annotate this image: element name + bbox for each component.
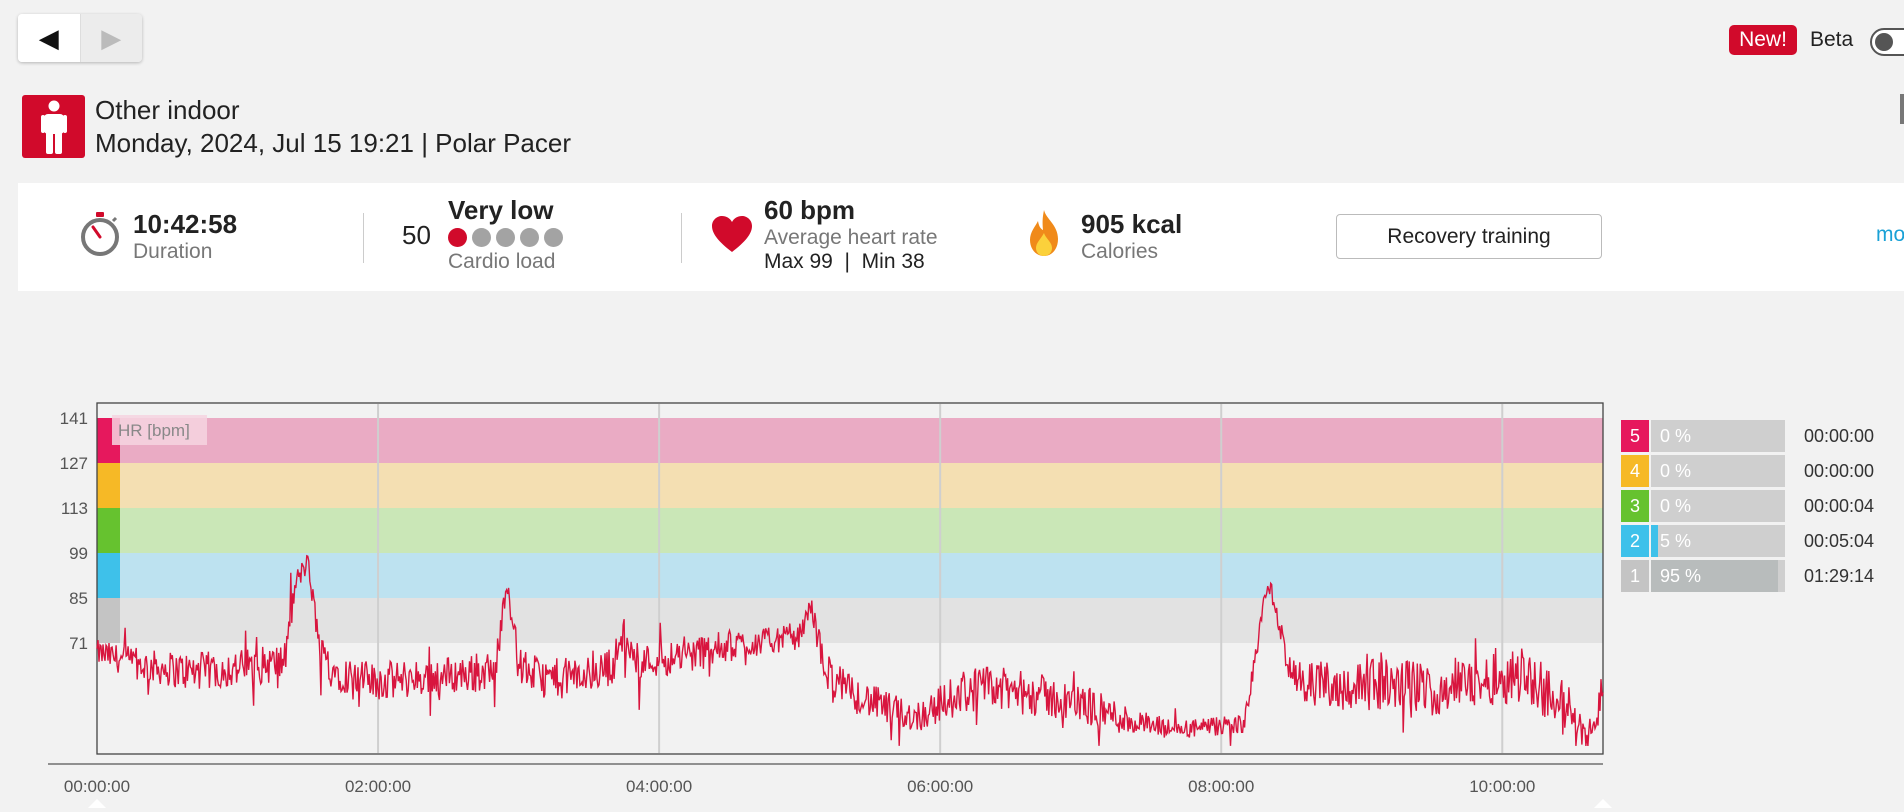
y-tick-label: 85 [69, 589, 88, 608]
heart-icon [712, 216, 752, 252]
summary-divider [363, 213, 364, 263]
beta-label: Beta [1810, 28, 1854, 51]
session-meta: Monday, 2024, Jul 15 19:21 | Polar Pacer [95, 128, 572, 158]
avg-hr-value: 60 bpm [764, 195, 856, 225]
series-label-bg [112, 415, 207, 445]
zone-2-strip [97, 553, 120, 598]
series-label: HR [bpm] [118, 421, 190, 440]
x-tick-label: 04:00:00 [626, 777, 692, 796]
side-panel-edge [1900, 94, 1904, 124]
stopwatch-icon [81, 212, 119, 256]
zone-fill [1651, 560, 1779, 592]
plot-frame [96, 402, 1604, 755]
zone-number: 5 [1621, 420, 1649, 452]
zone-time: 00:00:00 [1804, 426, 1875, 446]
beta-toggle[interactable] [1870, 28, 1904, 56]
y-tick-label: 113 [61, 499, 88, 518]
x-tick-label: 00:00:00 [64, 777, 130, 796]
duration-label: Duration [133, 240, 213, 263]
summary-bar: 10:42:58 Duration 50 Very low Cardio loa… [18, 183, 1904, 291]
more-link[interactable]: mo [1876, 223, 1904, 246]
zone-bar: 0 % [1651, 490, 1785, 522]
calories-value: 905 kcal [1081, 209, 1183, 239]
zone-4-strip [97, 463, 120, 508]
calories-label: Calories [1081, 240, 1159, 263]
zone-number: 1 [1621, 560, 1649, 592]
range-handle-right[interactable] [1594, 799, 1612, 808]
history-nav: ◀ ▶ [18, 14, 142, 62]
load-dot [472, 228, 491, 247]
zone-time: 00:00:04 [1804, 496, 1875, 516]
zone-fill [1651, 525, 1658, 557]
zone-percent: 0 % [1660, 496, 1692, 516]
training-benefit-button[interactable]: Recovery training [1336, 214, 1602, 259]
zone-3-strip [97, 508, 120, 553]
x-tick-label: 10:00:00 [1469, 777, 1535, 796]
cardio-load-label: Cardio load [448, 250, 556, 273]
hr-max-min: Max 99 | Min 38 [764, 250, 925, 273]
zone-percent: 95 % [1660, 566, 1702, 586]
cardio-load-level: Very low [448, 195, 554, 225]
zone-3-band [97, 508, 1603, 553]
person-standing-icon [40, 100, 67, 154]
new-badge: New! [1729, 25, 1797, 55]
forward-arrow-icon: ▶ [101, 22, 122, 53]
zone-bar: 5 % [1651, 525, 1785, 557]
zone-percent: 0 % [1660, 461, 1692, 481]
zone-1-strip [97, 598, 120, 643]
load-dot [544, 228, 563, 247]
zone-time: 00:05:04 [1804, 531, 1875, 551]
zone-number: 4 [1621, 455, 1649, 487]
y-tick-label: 71 [69, 634, 88, 653]
zone-time: 01:29:14 [1804, 566, 1875, 586]
y-tick-label: 127 [60, 454, 88, 473]
zone-bar: 95 % [1651, 560, 1785, 592]
sport-name: Other indoor [95, 95, 240, 125]
range-handle-left[interactable] [88, 799, 106, 808]
x-tick-label: 06:00:00 [907, 777, 973, 796]
zone-number: 3 [1621, 490, 1649, 522]
y-tick-label: 141 [60, 409, 88, 428]
cardio-load-dots [448, 228, 563, 247]
load-dot [520, 228, 539, 247]
forward-button[interactable]: ▶ [79, 14, 142, 62]
sport-tile [22, 95, 85, 158]
zone-percent: 0 % [1660, 426, 1692, 446]
zone-4-band [97, 463, 1603, 508]
zone-2-band [97, 553, 1603, 598]
beta-toggle-knob [1875, 33, 1893, 51]
x-tick-label: 02:00:00 [345, 777, 411, 796]
x-tick-label: 08:00:00 [1188, 777, 1254, 796]
duration-value: 10:42:58 [133, 209, 238, 239]
avg-hr-label: Average heart rate [764, 226, 938, 249]
zone-5-band [97, 418, 1603, 463]
back-arrow-icon: ◀ [38, 22, 59, 53]
zone-number: 2 [1621, 525, 1649, 557]
back-button[interactable]: ◀ [18, 14, 80, 62]
zone-time: 00:00:00 [1804, 461, 1875, 481]
zone-bar: 0 % [1651, 455, 1785, 487]
cardio-load-value: 50 [402, 220, 431, 250]
load-dot [496, 228, 515, 247]
zone-1-band [97, 598, 1603, 643]
y-tick-label: 99 [69, 544, 88, 563]
summary-divider [681, 213, 682, 263]
zone-bar: 0 % [1651, 420, 1785, 452]
load-dot-filled [448, 228, 467, 247]
hr-chart: HR [bpm] 141 127 113 99 85 71 00:00:00 02:00:0… [48, 402, 1612, 808]
hr-line [96, 554, 1604, 746]
zone-percent: 5 % [1660, 531, 1692, 551]
flame-icon [1030, 210, 1058, 256]
